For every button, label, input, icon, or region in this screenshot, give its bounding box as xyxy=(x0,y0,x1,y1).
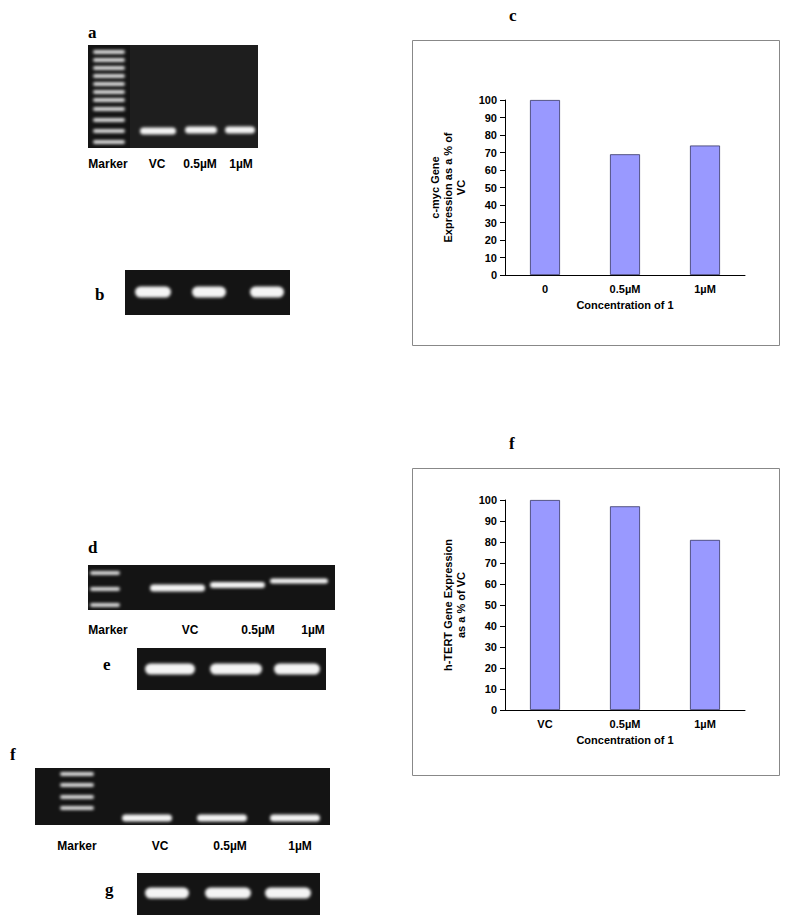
svg-text:g: g xyxy=(105,880,114,899)
svg-text:d: d xyxy=(88,538,98,557)
svg-text:1µM: 1µM xyxy=(229,157,253,171)
svg-text:c: c xyxy=(509,6,517,25)
svg-text:0: 0 xyxy=(542,283,548,295)
svg-text:40: 40 xyxy=(485,620,497,632)
svg-text:Marker: Marker xyxy=(88,157,128,171)
svg-text:b: b xyxy=(95,285,104,304)
svg-text:0.5µM: 0.5µM xyxy=(610,718,641,730)
svg-text:50: 50 xyxy=(485,599,497,611)
svg-text:0.5µM: 0.5µM xyxy=(241,623,275,637)
svg-text:70: 70 xyxy=(485,147,497,159)
svg-text:Concentration of 1: Concentration of 1 xyxy=(576,299,673,311)
svg-text:30: 30 xyxy=(485,641,497,653)
svg-text:Marker: Marker xyxy=(57,839,97,853)
svg-text:1µM: 1µM xyxy=(288,839,312,853)
svg-text:50: 50 xyxy=(485,182,497,194)
svg-text:1µM: 1µM xyxy=(694,283,716,295)
svg-text:30: 30 xyxy=(485,217,497,229)
svg-text:VC: VC xyxy=(537,718,552,730)
svg-text:h-TERT Gene Expression: h-TERT Gene Expression xyxy=(442,539,454,671)
svg-text:c-myc Gene: c-myc Gene xyxy=(429,156,441,218)
svg-text:90: 90 xyxy=(485,515,497,527)
svg-text:100: 100 xyxy=(479,94,497,106)
svg-text:0.5µM: 0.5µM xyxy=(610,283,641,295)
svg-text:0.5µM: 0.5µM xyxy=(183,157,217,171)
svg-text:60: 60 xyxy=(485,164,497,176)
svg-text:1µM: 1µM xyxy=(694,718,716,730)
svg-text:60: 60 xyxy=(485,578,497,590)
svg-text:f: f xyxy=(10,745,16,764)
svg-text:0: 0 xyxy=(491,269,497,281)
svg-text:f: f xyxy=(509,434,515,453)
svg-text:0.5µM: 0.5µM xyxy=(213,839,247,853)
svg-text:1µM: 1µM xyxy=(301,623,325,637)
svg-text:VC: VC xyxy=(182,623,199,637)
svg-text:10: 10 xyxy=(485,683,497,695)
svg-text:VC: VC xyxy=(152,839,169,853)
svg-text:Marker: Marker xyxy=(88,623,128,637)
svg-text:80: 80 xyxy=(485,536,497,548)
svg-text:Expression as a % of: Expression as a % of xyxy=(442,132,454,242)
svg-text:Concentration of 1: Concentration of 1 xyxy=(576,734,673,746)
svg-text:70: 70 xyxy=(485,557,497,569)
svg-text:20: 20 xyxy=(485,662,497,674)
svg-text:VC: VC xyxy=(149,157,166,171)
svg-text:100: 100 xyxy=(479,494,497,506)
svg-text:40: 40 xyxy=(485,199,497,211)
svg-text:90: 90 xyxy=(485,112,497,124)
svg-text:as a % of VC: as a % of VC xyxy=(455,572,467,638)
svg-text:0: 0 xyxy=(491,704,497,716)
svg-text:80: 80 xyxy=(485,129,497,141)
svg-text:10: 10 xyxy=(485,252,497,264)
svg-text:e: e xyxy=(103,655,111,674)
svg-text:20: 20 xyxy=(485,234,497,246)
svg-text:a: a xyxy=(88,23,97,42)
svg-text:VC: VC xyxy=(455,180,467,195)
